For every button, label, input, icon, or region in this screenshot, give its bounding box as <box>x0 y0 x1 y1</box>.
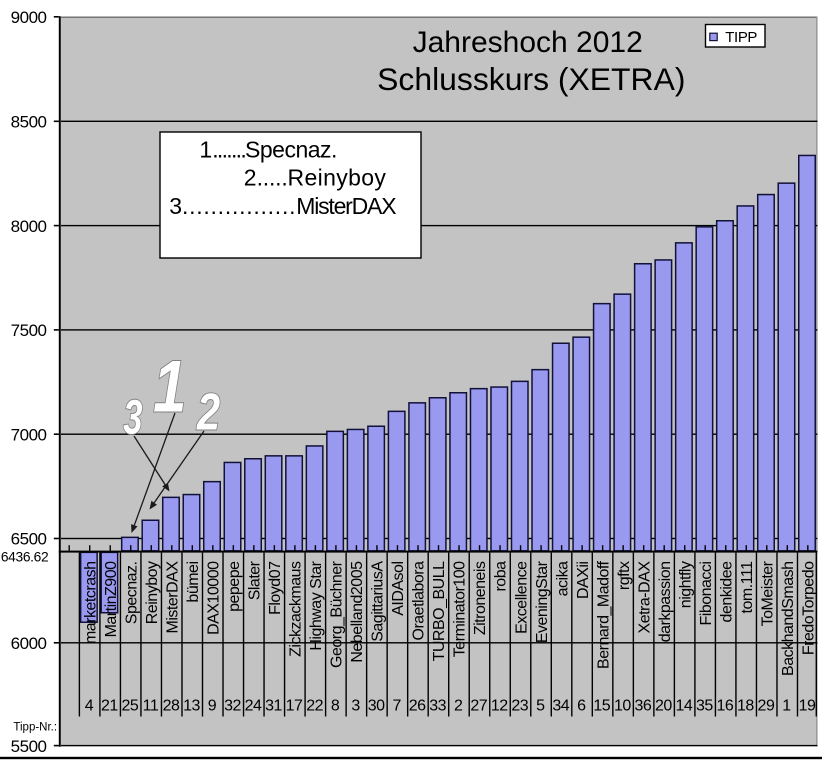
svg-text:28: 28 <box>163 698 180 715</box>
svg-text:Georg_Büchner: Georg_Büchner <box>329 560 346 668</box>
svg-text:Oraetlabora: Oraetlabora <box>411 561 428 641</box>
svg-text:9000: 9000 <box>11 8 47 27</box>
svg-text:15: 15 <box>593 698 610 715</box>
svg-text:3................MisterDAX: 3................MisterDAX <box>169 193 396 219</box>
svg-text:34: 34 <box>552 698 569 715</box>
svg-text:1: 1 <box>153 347 186 428</box>
svg-text:22: 22 <box>306 698 323 715</box>
svg-text:21: 21 <box>101 698 118 715</box>
svg-text:25: 25 <box>122 698 139 715</box>
svg-text:Terminator100: Terminator100 <box>452 561 469 657</box>
svg-text:Tipp-Nr.:: Tipp-Nr.: <box>13 721 57 733</box>
svg-text:bümei: bümei <box>185 562 202 603</box>
svg-text:30: 30 <box>368 698 385 715</box>
svg-text:6500: 6500 <box>11 530 47 549</box>
svg-text:23: 23 <box>511 698 528 715</box>
svg-text:2.....Reinyboy: 2.....Reinyboy <box>244 164 387 190</box>
svg-text:35: 35 <box>696 698 713 715</box>
svg-text:Highway Star: Highway Star <box>308 560 325 650</box>
svg-text:6436.62: 6436.62 <box>1 550 48 565</box>
svg-text:AIDAsol: AIDAsol <box>390 562 407 616</box>
svg-text:MisterDAX: MisterDAX <box>164 561 181 634</box>
svg-text:17: 17 <box>286 698 303 715</box>
svg-text:Excellence: Excellence <box>513 561 530 634</box>
svg-text:33: 33 <box>429 698 446 715</box>
svg-text:4: 4 <box>85 698 94 715</box>
svg-text:Xetra-DAX: Xetra-DAX <box>636 561 653 634</box>
svg-text:2: 2 <box>196 382 220 441</box>
svg-text:FredoTorpedo: FredoTorpedo <box>801 561 818 655</box>
svg-text:acika: acika <box>554 561 571 596</box>
svg-text:nightfly: nightfly <box>677 561 694 608</box>
svg-text:Schlusskurs (XETRA): Schlusskurs (XETRA) <box>377 61 685 97</box>
svg-text:EveningStar: EveningStar <box>534 560 551 643</box>
svg-text:tom.111: tom.111 <box>739 561 756 614</box>
svg-text:Zitroneneis: Zitroneneis <box>472 561 489 635</box>
svg-text:BackhandSmash: BackhandSmash <box>780 562 797 676</box>
svg-text:roba: roba <box>493 561 510 592</box>
svg-text:29: 29 <box>758 698 775 715</box>
svg-text:TIPP: TIPP <box>725 29 757 46</box>
svg-text:3: 3 <box>123 390 142 444</box>
svg-text:DAX10000: DAX10000 <box>206 561 223 635</box>
svg-text:ToMeister: ToMeister <box>759 560 776 626</box>
svg-text:denkidee: denkidee <box>718 561 735 623</box>
svg-text:7: 7 <box>392 698 401 715</box>
svg-text:3: 3 <box>351 698 360 715</box>
svg-text:rgftx: rgftx <box>616 561 633 590</box>
svg-text:16: 16 <box>717 698 734 715</box>
svg-text:Bernard_Madoff: Bernard_Madoff <box>595 560 612 669</box>
svg-text:Reinyboy: Reinyboy <box>144 561 161 624</box>
svg-text:19: 19 <box>799 698 816 715</box>
svg-text:11: 11 <box>143 698 159 715</box>
svg-text:darkpassion: darkpassion <box>657 562 674 643</box>
svg-text:12: 12 <box>491 698 508 715</box>
svg-text:marketcrash: marketcrash <box>82 562 99 645</box>
svg-text:18: 18 <box>737 698 754 715</box>
svg-text:MartinZ900: MartinZ900 <box>103 561 120 638</box>
svg-text:9: 9 <box>208 698 217 715</box>
svg-text:8: 8 <box>331 698 340 715</box>
svg-text:14: 14 <box>675 698 692 715</box>
svg-text:10: 10 <box>614 698 631 715</box>
svg-text:2: 2 <box>454 698 463 715</box>
svg-text:36: 36 <box>634 698 651 715</box>
svg-text:6000: 6000 <box>11 634 47 653</box>
svg-text:5: 5 <box>536 698 545 715</box>
svg-text:1.......Specnaz.: 1.......Specnaz. <box>199 136 337 162</box>
svg-text:8500: 8500 <box>11 113 47 132</box>
svg-text:26: 26 <box>409 698 426 715</box>
svg-text:Fibonacci: Fibonacci <box>698 562 715 626</box>
svg-text:Nebelland2005: Nebelland2005 <box>349 561 366 663</box>
svg-text:TURBO_BULL: TURBO_BULL <box>431 561 448 662</box>
svg-text:24: 24 <box>245 698 262 715</box>
svg-text:Floyd07: Floyd07 <box>267 561 284 615</box>
svg-text:DAXii: DAXii <box>575 562 592 600</box>
svg-text:31: 31 <box>265 698 282 715</box>
svg-text:13: 13 <box>183 698 200 715</box>
svg-text:27: 27 <box>470 698 487 715</box>
svg-text:1: 1 <box>782 698 791 715</box>
svg-text:20: 20 <box>655 698 672 715</box>
svg-text:Zickzackmaus: Zickzackmaus <box>288 561 305 657</box>
svg-text:Specnaz.: Specnaz. <box>123 562 140 625</box>
svg-text:Slater: Slater <box>247 560 264 600</box>
svg-text:Jahreshoch 2012: Jahreshoch 2012 <box>413 26 643 59</box>
svg-text:8000: 8000 <box>11 217 47 236</box>
svg-text:7500: 7500 <box>11 321 47 340</box>
svg-text:SagittariusA: SagittariusA <box>370 561 387 642</box>
svg-text:pepepe: pepepe <box>226 561 243 612</box>
svg-text:32: 32 <box>224 698 241 715</box>
svg-text:6: 6 <box>577 698 586 715</box>
svg-text:7000: 7000 <box>11 425 47 444</box>
svg-text:5500: 5500 <box>11 737 47 756</box>
